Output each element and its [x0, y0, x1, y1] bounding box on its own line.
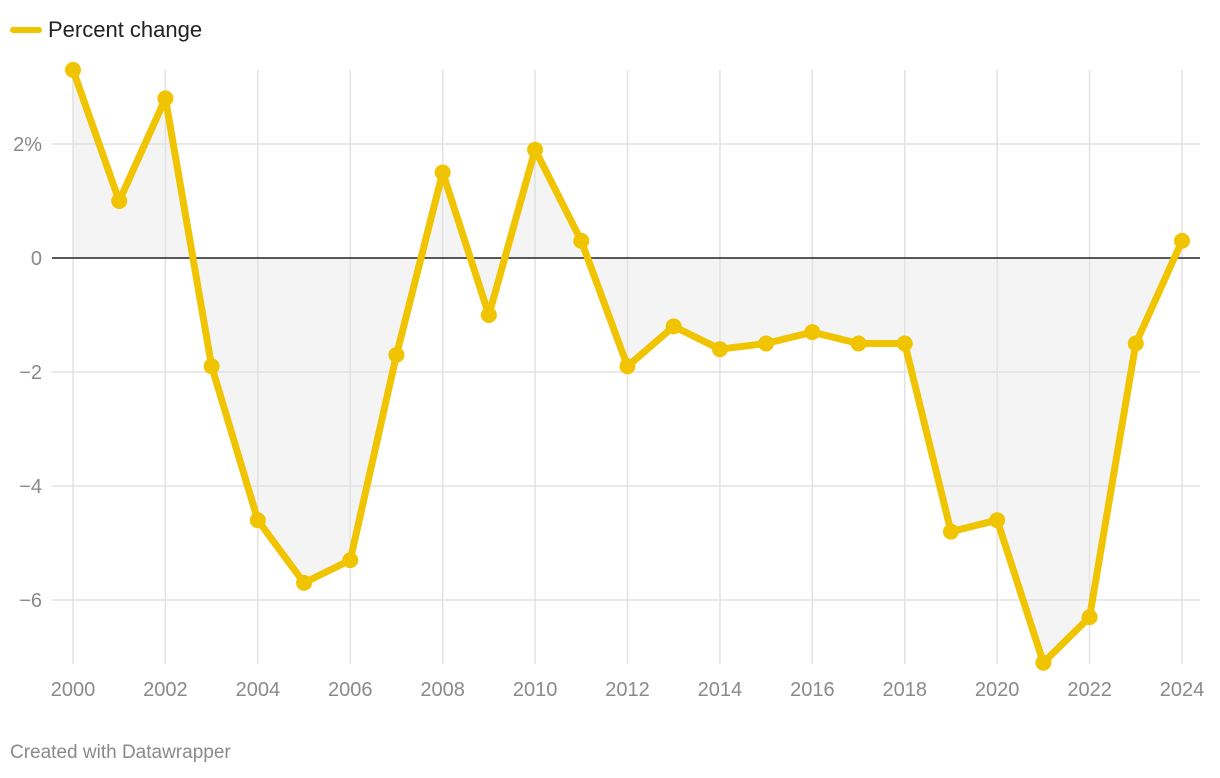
y-tick-label: −6: [19, 590, 42, 612]
data-point: [573, 232, 590, 249]
data-point: [989, 512, 1006, 529]
data-point: [203, 358, 220, 375]
data-point: [434, 164, 451, 181]
x-tick-label: 2002: [143, 679, 188, 701]
data-point: [480, 307, 497, 323]
data-point: [758, 335, 775, 352]
data-point: [1127, 335, 1144, 352]
legend-swatch: [10, 27, 42, 33]
chart-legend: Percent change: [10, 16, 202, 44]
data-point: [850, 335, 867, 352]
y-tick-label: −2: [19, 362, 42, 384]
x-tick-label: 2024: [1160, 679, 1205, 701]
x-tick-label: 2020: [975, 679, 1020, 701]
credit-text: Created with Datawrapper: [10, 742, 231, 763]
data-point: [942, 523, 959, 540]
x-tick-label: 2018: [883, 679, 928, 701]
data-point: [711, 341, 728, 358]
x-tick-label: 2016: [790, 679, 835, 701]
x-tick-label: 2000: [51, 679, 96, 701]
data-point: [249, 512, 266, 529]
x-tick-label: 2004: [236, 679, 281, 701]
data-point: [1035, 654, 1052, 671]
x-tick-label: 2008: [420, 679, 465, 701]
y-tick-label: 2%: [13, 134, 42, 156]
data-point: [1174, 232, 1190, 249]
x-tick-label: 2010: [513, 679, 558, 701]
x-tick-label: 2006: [328, 679, 373, 701]
y-tick-label: −4: [19, 476, 42, 498]
y-tick-label: 0: [31, 248, 42, 270]
x-tick-label: 2022: [1067, 679, 1112, 701]
data-point: [157, 90, 174, 107]
data-point: [111, 193, 128, 209]
x-tick-label: 2012: [605, 679, 650, 701]
data-point: [388, 346, 405, 363]
legend-label: Percent change: [48, 17, 203, 42]
data-point: [296, 574, 313, 591]
data-point: [65, 61, 81, 78]
data-point: [665, 318, 682, 335]
data-point: [527, 141, 544, 158]
line-chart: 2% 0 −2 −4 −6 2000 2002 2004 2006 2008 2010 2012 201…: [13, 61, 1205, 701]
x-tick-label: 2014: [698, 679, 743, 701]
data-point: [1081, 609, 1098, 626]
data-point: [342, 552, 359, 569]
data-point: [896, 335, 913, 352]
data-point: [619, 358, 636, 375]
data-point: [804, 324, 821, 341]
